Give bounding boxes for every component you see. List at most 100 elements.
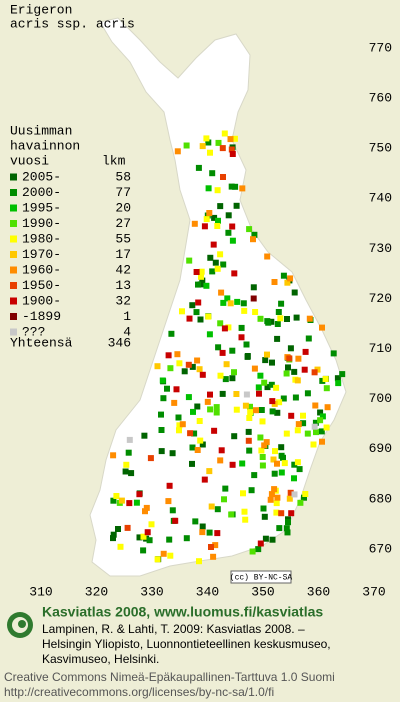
occurrence-square [205, 139, 212, 146]
occurrence-square [268, 491, 275, 498]
occurrence-square [199, 277, 206, 284]
occurrence-square [284, 316, 290, 322]
citation: Kasvimuseo, Helsinki. [42, 652, 159, 666]
occurrence-square [185, 361, 192, 368]
occurrence-square [273, 509, 280, 516]
occurrence-square [238, 334, 245, 341]
occurrence-square [301, 494, 307, 501]
occurrence-square [311, 369, 318, 376]
occurrence-square [274, 321, 281, 327]
occurrence-square [246, 226, 253, 233]
occurrence-square [110, 452, 117, 459]
occurrence-square [228, 183, 235, 190]
y-coordinate-label: 700 [369, 391, 392, 406]
occurrence-square [285, 364, 291, 371]
occurrence-square [175, 414, 182, 421]
occurrence-square [264, 351, 270, 358]
legend-period: 1990- [22, 216, 61, 231]
occurrence-square [291, 491, 298, 498]
occurrence-square [214, 187, 221, 194]
occurrence-square [323, 385, 330, 392]
occurrence-square [191, 220, 198, 227]
occurrence-square [273, 384, 280, 391]
occurrence-square [206, 210, 213, 216]
legend-swatch [10, 189, 17, 196]
occurrence-square [218, 447, 225, 454]
occurrence-square [283, 525, 290, 532]
occurrence-square [311, 423, 318, 430]
occurrence-square [158, 411, 164, 418]
occurrence-square [228, 511, 235, 518]
occurrence-square [334, 375, 341, 382]
occurrence-square [259, 462, 266, 469]
occurrence-square [271, 279, 278, 285]
occurrence-square [172, 517, 179, 524]
occurrence-square [268, 318, 275, 325]
y-coordinate-label: 670 [369, 541, 392, 556]
occurrence-square [243, 341, 250, 348]
occurrence-square [255, 384, 262, 391]
occurrence-square [231, 433, 238, 440]
occurrence-square [209, 170, 216, 177]
occurrence-square [242, 516, 249, 523]
occurrence-square [169, 450, 176, 457]
occurrence-square [159, 377, 166, 384]
occurrence-square [318, 428, 325, 435]
occurrence-square [217, 320, 224, 327]
occurrence-square [110, 531, 117, 538]
x-coordinate-label: 370 [362, 584, 385, 599]
occurrence-square [245, 428, 252, 435]
occurrence-square [110, 535, 116, 542]
occurrence-square [312, 419, 319, 426]
occurrence-square [179, 421, 186, 428]
occurrence-square [225, 229, 232, 236]
occurrence-square [258, 407, 265, 413]
occurrence-square [263, 439, 270, 446]
occurrence-layer [110, 130, 346, 565]
occurrence-square [208, 544, 214, 550]
legend-count: 13 [115, 278, 131, 293]
occurrence-square [167, 365, 174, 372]
y-coordinate-label: 690 [369, 441, 392, 456]
occurrence-square [147, 455, 154, 462]
occurrence-square [259, 418, 266, 425]
occurrence-square [191, 430, 198, 437]
occurrence-square [125, 449, 132, 456]
occurrence-square [215, 344, 222, 351]
occurrence-square [219, 390, 226, 397]
occurrence-square [193, 269, 200, 275]
occurrence-square [269, 408, 276, 415]
occurrence-square [310, 441, 317, 448]
occurrence-square [317, 417, 324, 424]
occurrence-square [215, 217, 221, 224]
occurrence-square [300, 412, 306, 419]
occurrence-square [203, 282, 210, 289]
occurrence-square [160, 550, 167, 557]
occurrence-square [295, 355, 302, 362]
occurrence-square [313, 429, 319, 436]
occurrence-square [206, 529, 213, 536]
occurrence-square [250, 284, 257, 291]
legend-period: 1980- [22, 231, 61, 246]
occurrence-square [113, 493, 120, 499]
species-name: Erigeron [10, 2, 72, 17]
occurrence-square [250, 236, 256, 243]
occurrence-square [196, 558, 202, 565]
occurrence-square [255, 546, 262, 553]
occurrence-square [294, 377, 301, 384]
occurrence-square [304, 430, 311, 437]
occurrence-square [291, 461, 298, 468]
legend-period: -1899 [22, 309, 61, 324]
occurrence-square [286, 495, 293, 502]
occurrence-square [233, 406, 240, 413]
occurrence-square [214, 530, 221, 537]
occurrence-square [223, 361, 230, 368]
occurrence-square [174, 351, 181, 358]
occurrence-square [275, 309, 282, 315]
occurrence-square [319, 438, 325, 445]
occurrence-square [249, 548, 256, 555]
x-coordinate-label: 340 [196, 584, 219, 599]
occurrence-square [292, 394, 299, 401]
finland-outline [89, 17, 347, 577]
total-count: 346 [108, 335, 131, 350]
